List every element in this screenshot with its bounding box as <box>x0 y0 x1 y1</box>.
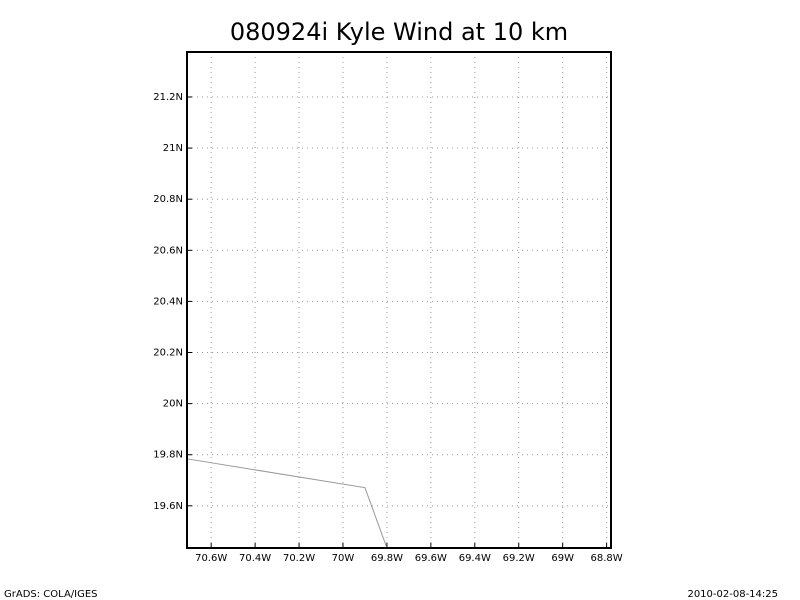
chart-title: 080924i Kyle Wind at 10 km <box>230 18 568 46</box>
y-tick-label: 19.8N <box>153 450 183 461</box>
y-tick-label: 20N <box>163 399 183 410</box>
y-tick-label: 20.2N <box>153 348 183 359</box>
x-tick-label: 69W <box>551 553 574 564</box>
y-tick-label: 20.4N <box>153 296 183 307</box>
x-tick-label: 68.8W <box>591 553 623 564</box>
x-tick-label: 70W <box>332 553 355 564</box>
y-tick-label: 20.8N <box>153 194 183 205</box>
x-tick-label: 69.6W <box>415 553 447 564</box>
x-tick-label: 69.2W <box>503 553 535 564</box>
x-tick-label: 70.6W <box>195 553 227 564</box>
footer-left: GrADS: COLA/IGES <box>4 589 98 600</box>
y-tick-label: 19.6N <box>153 501 183 512</box>
x-tick-label: 70.4W <box>239 553 271 564</box>
x-tick-label: 69.4W <box>459 553 491 564</box>
track-line <box>186 458 388 549</box>
y-tick-label: 20.6N <box>153 245 183 256</box>
plot-frame <box>186 51 612 549</box>
x-tick-label: 70.2W <box>283 553 315 564</box>
x-tick-label: 69.8W <box>371 553 403 564</box>
y-tick-label: 21N <box>163 143 183 154</box>
footer-right: 2010-02-08-14:25 <box>687 589 778 600</box>
y-tick-label: 21.2N <box>153 92 183 103</box>
